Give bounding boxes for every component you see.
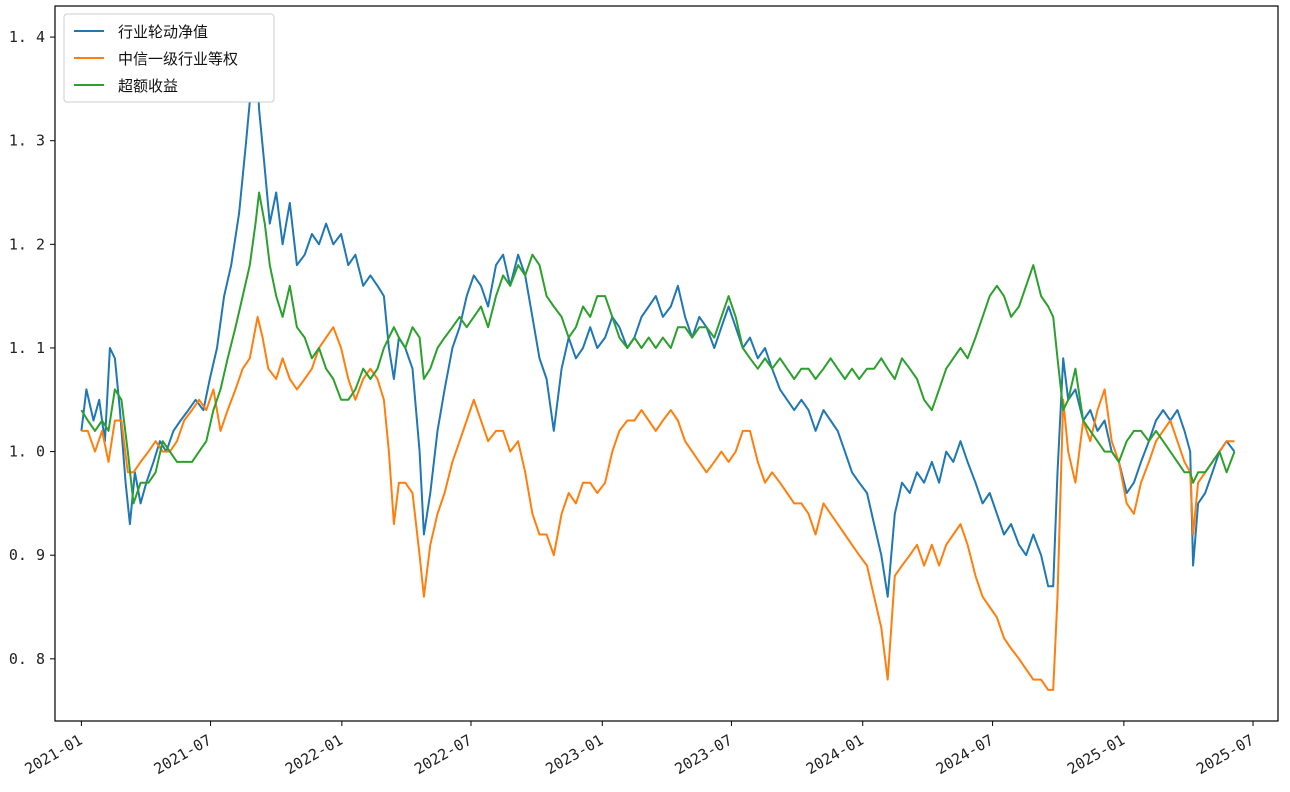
legend-label: 超额收益 bbox=[118, 77, 178, 95]
y-axis: 0. 8 0. 9 1. 0 1. 1 1. 2 1. 3 1. 4 bbox=[9, 28, 55, 668]
plot-area bbox=[80, 36, 1236, 691]
x-tick-label: 2021-01 bbox=[22, 731, 86, 778]
x-tick-label: 2025-01 bbox=[1064, 731, 1128, 778]
x-tick-label: 2024-07 bbox=[933, 731, 997, 778]
y-tick-label: 1. 2 bbox=[9, 235, 45, 253]
x-axis: 2021-01 2021-07 2022-01 2022-07 2023-01 2023-… bbox=[22, 721, 1257, 778]
series-line-1 bbox=[81, 315, 1235, 691]
x-tick-label: 2022-07 bbox=[411, 731, 475, 778]
plot-frame bbox=[54, 5, 1279, 722]
legend-label: 行业轮动净值 bbox=[118, 23, 208, 41]
x-tick-label: 2022-01 bbox=[282, 731, 346, 778]
x-tick-label: 2023-07 bbox=[672, 731, 736, 778]
y-tick-label: 1. 3 bbox=[9, 132, 45, 150]
series-line-2 bbox=[80, 191, 1236, 505]
x-tick-label: 2025-07 bbox=[1193, 731, 1257, 778]
x-tick-label: 2021-07 bbox=[151, 731, 215, 778]
legend-label: 中信一级行业等权 bbox=[118, 50, 238, 68]
x-tick-label: 2024-01 bbox=[803, 731, 867, 778]
series-line-0 bbox=[80, 36, 1236, 598]
y-tick-label: 1. 4 bbox=[9, 28, 45, 46]
legend-box bbox=[63, 13, 275, 103]
y-tick-label: 0. 8 bbox=[9, 650, 45, 668]
y-tick-label: 0. 9 bbox=[9, 546, 45, 564]
x-tick-label: 2023-01 bbox=[543, 731, 607, 778]
y-tick-label: 1. 0 bbox=[9, 443, 45, 461]
y-tick-label: 1. 1 bbox=[9, 339, 45, 357]
